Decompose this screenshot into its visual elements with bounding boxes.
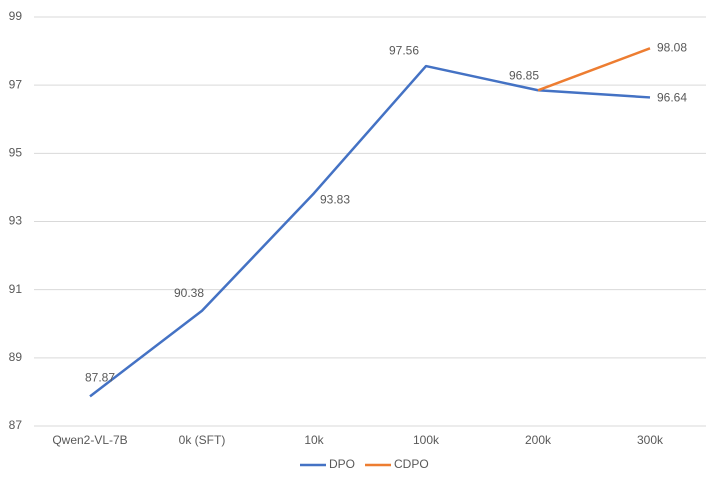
x-tick-label: 200k	[525, 433, 552, 447]
x-tick-label: Qwen2-VL-7B	[52, 433, 127, 447]
y-tick-label: 93	[9, 214, 23, 228]
y-tick-label: 91	[9, 282, 23, 296]
legend-label: DPO	[329, 457, 355, 471]
data-label: 98.08	[657, 41, 687, 55]
x-tick-label: 0k (SFT)	[179, 433, 226, 447]
y-tick-label: 99	[9, 9, 23, 23]
x-tick-label: 300k	[637, 433, 664, 447]
legend-label: CDPO	[394, 457, 429, 471]
x-tick-label: 100k	[413, 433, 440, 447]
y-tick-label: 97	[9, 77, 23, 91]
y-tick-label: 87	[9, 418, 23, 432]
data-label: 90.38	[174, 286, 204, 300]
data-label: 96.85	[509, 68, 539, 82]
x-tick-label: 10k	[304, 433, 324, 447]
series-line	[537, 47, 651, 92]
data-label: 96.64	[657, 91, 687, 105]
y-tick-label: 95	[9, 146, 23, 160]
y-tick-label: 89	[9, 350, 23, 364]
data-label: 87.87	[85, 371, 115, 385]
series-line	[89, 64, 651, 398]
data-label: 93.83	[320, 192, 350, 206]
data-label: 97.56	[389, 43, 419, 57]
